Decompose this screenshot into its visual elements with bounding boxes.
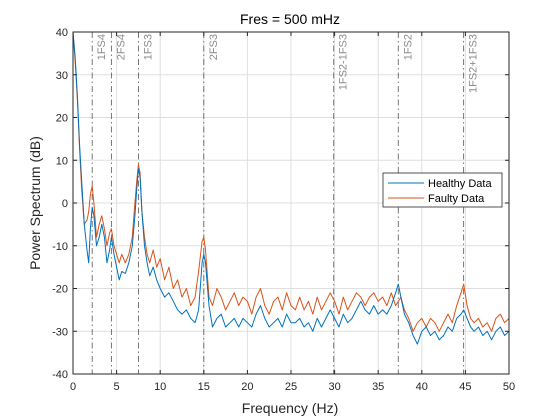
marker-label: 1FS2 — [402, 34, 414, 60]
series-line — [72, 31, 510, 345]
x-tick-label: 5 — [114, 381, 120, 393]
marker-label: 1FS2-1FS3 — [338, 34, 350, 90]
y-tick-label: 40 — [56, 27, 68, 39]
x-tick-label: 30 — [328, 381, 340, 393]
y-tick-label: 20 — [56, 113, 68, 125]
marker-label: 2FS3 — [208, 34, 220, 60]
series-layer — [72, 31, 510, 345]
x-tick-label: 25 — [285, 381, 297, 393]
marker-label: 1FS4 — [96, 34, 108, 60]
x-tick-label: 20 — [241, 381, 253, 393]
series-line — [72, 31, 510, 332]
y-tick-label: 30 — [56, 70, 68, 82]
y-axis-label: Power Spectrum (dB) — [27, 136, 43, 270]
y-tick-label: -20 — [52, 284, 68, 296]
marker-label: 2FS4 — [115, 34, 127, 60]
y-tick-label: -30 — [52, 326, 68, 338]
legend-entry: Faulty Data — [428, 193, 485, 205]
axes — [72, 31, 510, 375]
x-axis-label: Frequency (Hz) — [242, 400, 338, 416]
x-tick-label: 50 — [503, 381, 515, 393]
y-tick-label: -10 — [52, 241, 68, 253]
legend: Healthy Data Faulty Data — [382, 172, 503, 208]
marker-label: 1FS3 — [142, 34, 154, 60]
legend-box — [382, 172, 503, 208]
marker-label: 1FS2+1FS3 — [468, 34, 480, 93]
x-tick-label: 10 — [154, 381, 166, 393]
legend-entry: Healthy Data — [428, 178, 492, 190]
x-tick-label: 15 — [198, 381, 210, 393]
x-tick-label: 45 — [459, 381, 471, 393]
x-tick-label: 0 — [70, 381, 76, 393]
chart-title: Fres = 500 mHz — [240, 11, 340, 27]
y-tick-label: -40 — [52, 369, 68, 381]
y-tick-label: 0 — [62, 198, 68, 210]
x-tick-label: 40 — [416, 381, 428, 393]
marker-lines: 1FS4 2FS4 1FS3 2FS3 1FS2-1FS3 1FS2 1FS2+1FS3 — [91, 32, 480, 374]
y-tick-label: 10 — [56, 155, 68, 167]
x-tick-label: 35 — [372, 381, 384, 393]
tick-labels: 0 5 10 15 20 25 30 35 40 45 50 -40 -30 -20 -10 0 10 20 30 4… — [52, 27, 515, 393]
